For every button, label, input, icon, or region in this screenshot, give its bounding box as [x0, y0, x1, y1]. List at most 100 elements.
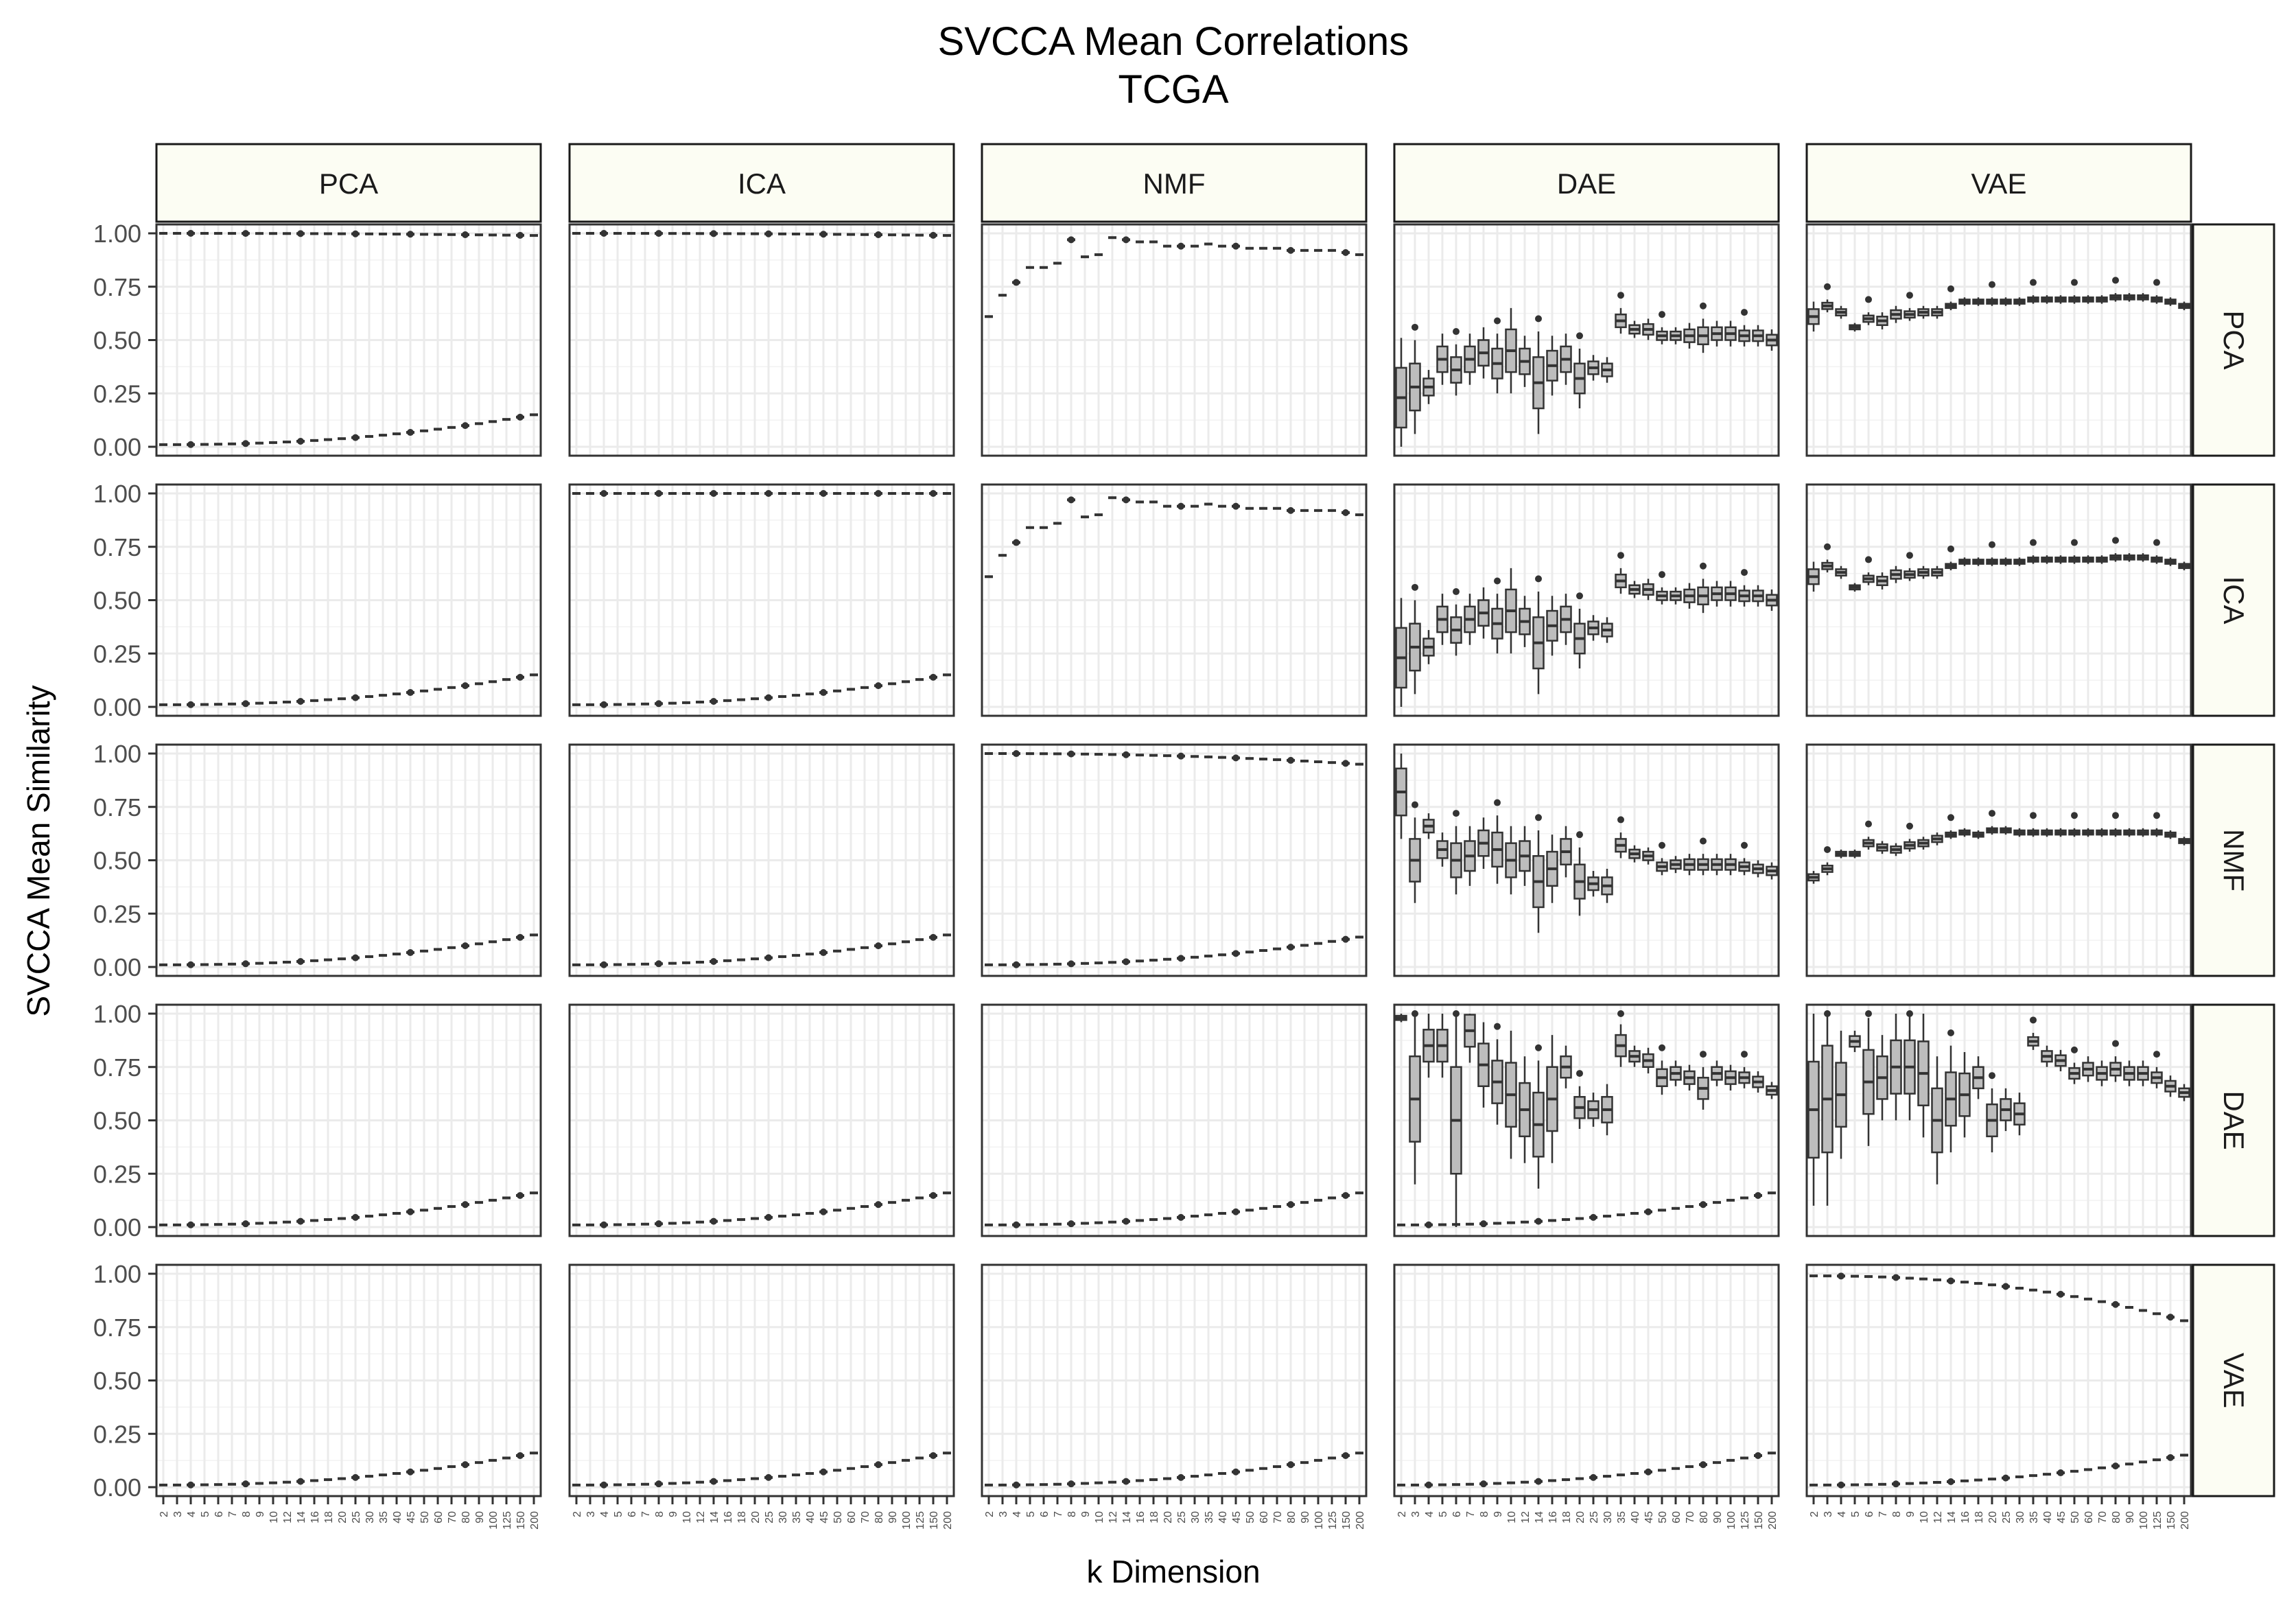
outlier-point [765, 1213, 772, 1221]
outlier-point [1659, 311, 1665, 318]
x-tick-label: 9 [1905, 1511, 1917, 1517]
outlier-point [462, 682, 469, 690]
x-tick-label: 200 [942, 1511, 954, 1530]
outlier-point [1590, 1473, 1597, 1481]
outlier-point [2071, 812, 2078, 819]
x-tick-label: 60 [2083, 1511, 2095, 1524]
x-tick-label: 18 [323, 1511, 335, 1524]
y-tick-label: 1.00 [93, 480, 141, 508]
row-strip-label: VAE [2218, 1353, 2250, 1408]
outlier-point [1425, 1481, 1432, 1489]
outlier-point [2071, 539, 2078, 546]
x-tick-label: 16 [723, 1511, 734, 1524]
x-tick-label: 90 [2124, 1511, 2136, 1524]
outlier-point [1906, 1010, 1913, 1017]
panel-dae-nmf [981, 1003, 1368, 1237]
outlier-point [517, 933, 524, 941]
outlier-point [517, 1191, 524, 1199]
outlier-point [1342, 509, 1349, 516]
panel-dae-dae [1393, 1003, 1780, 1237]
x-tick-label: 45 [1643, 1511, 1655, 1524]
outlier-point [2071, 1046, 2078, 1053]
outlier-point [1068, 960, 1075, 968]
x-tick-label: 9 [1492, 1511, 1504, 1517]
x-tick-label: 100 [2138, 1511, 2150, 1530]
outlier-point [1741, 309, 1748, 316]
outlier-point [407, 949, 414, 957]
outlier-point [1947, 814, 1954, 821]
outlier-point [352, 694, 359, 701]
outlier-point [517, 673, 524, 681]
outlier-point [1947, 1277, 1954, 1285]
outlier-point [710, 1217, 717, 1225]
outlier-point [1741, 569, 1748, 576]
x-tick-label: 5 [1438, 1511, 1449, 1517]
outlier-point [1947, 285, 1954, 292]
x-tick-label: 45 [406, 1511, 417, 1524]
outlier-point [407, 231, 414, 238]
outlier-point [1178, 242, 1184, 250]
x-tick-label: 6 [213, 1511, 225, 1517]
outlier-point [600, 230, 607, 237]
outlier-point [930, 231, 937, 239]
x-tick-label: 40 [1630, 1511, 1641, 1524]
outlier-point [1480, 1220, 1487, 1228]
outlier-point [1645, 1208, 1652, 1215]
outlier-point [1232, 950, 1239, 957]
outlier-point [1123, 236, 1129, 244]
outlier-point [2153, 279, 2160, 286]
outlier-point [1123, 1478, 1129, 1485]
outlier-point [930, 490, 937, 497]
outlier-point [2112, 1301, 2119, 1308]
outlier-point [1700, 302, 1707, 310]
outlier-point [1576, 332, 1583, 340]
outlier-point [710, 1478, 717, 1485]
panel-dae-ica [568, 1003, 955, 1237]
x-tick-label: 12 [1108, 1511, 1119, 1524]
x-tick-label: 45 [819, 1511, 830, 1524]
x-tick-label: 80 [1286, 1511, 1298, 1524]
panel-pca-pca: 0.00 0.25 0.50 0.75 1.00 [93, 220, 542, 461]
outlier-point [1576, 831, 1583, 839]
x-tick-label: 125 [2152, 1511, 2164, 1530]
col-strip-label: PCA [319, 167, 378, 200]
outlier-point [242, 440, 249, 447]
outlier-point [1590, 1213, 1597, 1221]
outlier-point [1576, 1070, 1583, 1077]
x-tick-label: 16 [1960, 1511, 1971, 1524]
x-tick-label: 3 [585, 1511, 597, 1517]
x-tick-label: 60 [433, 1511, 445, 1524]
outlier-point [1906, 552, 1913, 559]
x-tick-label: 125 [502, 1511, 513, 1530]
outlier-point [765, 490, 772, 497]
x-tick-label: 14 [1121, 1511, 1133, 1524]
panel-dae-vae [1805, 1003, 2192, 1237]
outlier-point [1906, 822, 1913, 830]
y-tick-label: 0.00 [93, 1473, 141, 1502]
x-tick-label: 16 [309, 1511, 321, 1524]
x-tick-label: 18 [736, 1511, 748, 1524]
x-tick-label: 150 [1341, 1511, 1352, 1530]
outlier-point [765, 230, 772, 237]
outlier-point [1013, 279, 1020, 286]
panel-ica-dae [1393, 483, 1780, 717]
outlier-point [2167, 1314, 2174, 1321]
outlier-point [1232, 1468, 1239, 1476]
outlier-point [1824, 1010, 1831, 1017]
outlier-point [875, 942, 882, 950]
x-tick-label: 4 [599, 1511, 611, 1517]
outlier-point [765, 694, 772, 701]
outlier-point [517, 413, 524, 421]
outlier-point [1824, 283, 1831, 290]
x-tick-label: 8 [1479, 1511, 1490, 1517]
y-tick-label: 0.50 [93, 1107, 141, 1135]
outlier-point [1178, 1473, 1184, 1481]
x-tick-label: 12 [1932, 1511, 1944, 1524]
x-tick-label: 9 [668, 1511, 679, 1517]
outlier-point [1535, 814, 1542, 821]
panel-ica-nmf [981, 483, 1368, 717]
col-strip-label: ICA [738, 167, 786, 200]
y-tick-label: 0.75 [93, 533, 141, 561]
x-tick-label: 90 [1712, 1511, 1724, 1524]
outlier-point [1535, 315, 1542, 323]
